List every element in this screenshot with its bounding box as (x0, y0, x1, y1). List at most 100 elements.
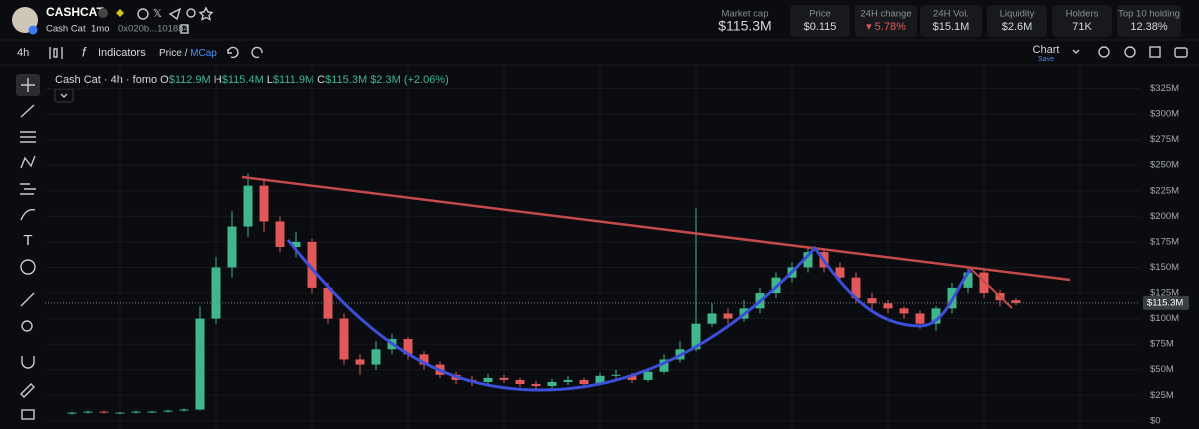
fib-tool[interactable] (20, 131, 36, 143)
text-tool[interactable]: T (23, 232, 32, 249)
lock-draw-tool[interactable] (20, 383, 35, 398)
star-icon[interactable] (198, 6, 214, 21)
crosshair-tool[interactable] (21, 78, 35, 92)
token-fullname: Cash Cat (46, 24, 86, 35)
candle-body (355, 359, 365, 365)
telegram-icon[interactable] (168, 7, 182, 21)
copy-icon[interactable] (180, 24, 189, 34)
dropdown[interactable] (1072, 49, 1080, 54)
candle-body (803, 252, 813, 268)
price-mcap[interactable]: Price / MCap (159, 48, 217, 59)
stat-label: 24H Vol. (933, 9, 969, 20)
candle-body (883, 303, 893, 309)
candle-body (131, 411, 141, 413)
zoom-tool[interactable] (21, 320, 33, 332)
y-tick-label: $250M (1150, 160, 1179, 171)
y-tick-label: $100M (1150, 313, 1179, 324)
legend-key: H (214, 74, 222, 86)
mcap[interactable]: MCap (190, 48, 217, 59)
tool-icon[interactable] (1098, 46, 1110, 58)
fx-icon[interactable]: f (82, 44, 87, 59)
indicators[interactable]: Indicators (98, 47, 146, 59)
legend-value: $115.4M (222, 74, 264, 86)
magnet-tool[interactable] (21, 356, 35, 369)
candle-body (371, 349, 381, 365)
lock-tool[interactable] (21, 409, 35, 420)
x-icon[interactable]: 𝕏 (153, 8, 162, 20)
candle-body (723, 313, 733, 319)
chart-button[interactable]: Chart (1033, 44, 1060, 56)
stat-box (790, 5, 850, 37)
stat-value: 71K (1072, 21, 1092, 33)
stat-box (920, 5, 982, 37)
redo[interactable] (251, 46, 263, 59)
camera-icon[interactable] (1174, 47, 1188, 58)
candle-body (707, 313, 717, 324)
y-tick-label: $175M (1150, 236, 1179, 247)
pattern-tool[interactable] (20, 155, 36, 169)
undo[interactable] (227, 46, 239, 59)
legend-value: $111.9M (273, 74, 314, 86)
separator: / (185, 48, 188, 59)
y-tick-label: $325M (1150, 83, 1179, 94)
candle-body (227, 226, 237, 268)
ruler-tool[interactable] (20, 292, 35, 307)
legend-key: L (267, 74, 273, 86)
stat-label: Liquidity (1000, 9, 1035, 20)
cup-curve[interactable] (286, 239, 972, 392)
interval[interactable]: 4h (17, 47, 29, 59)
candle-body (259, 185, 269, 222)
legend-change: $2.3M (+2.06%) (370, 74, 449, 86)
candle-body (963, 272, 973, 288)
token-address[interactable]: 0x020b...1018b4 (118, 24, 189, 35)
stat-box (987, 5, 1047, 37)
stat-value: $0.115 (804, 21, 837, 33)
candle-body (931, 308, 941, 324)
candle-body (163, 410, 173, 412)
legend: Cash Cat · 4h · fomo O$112.9M H$115.4M L… (55, 74, 449, 86)
y-tick-label: $150M (1150, 262, 1179, 273)
y-tick-label: $75M (1150, 339, 1174, 350)
candle-body (179, 409, 189, 411)
candle-body (851, 277, 861, 299)
candle-body (419, 354, 429, 365)
line-tool[interactable] (20, 104, 35, 118)
candle-body (579, 379, 589, 385)
collapse-arrow (60, 93, 68, 98)
stat-value: $115.3M (718, 18, 771, 34)
settings-icon[interactable] (1124, 46, 1136, 58)
trend-line[interactable] (969, 267, 1013, 309)
legend-value: $115.3M (325, 74, 367, 86)
candle-body (515, 379, 525, 385)
web-icon[interactable] (137, 8, 149, 20)
last-price-label: $115.3M (1147, 297, 1183, 308)
candle-body (899, 308, 909, 314)
token-name: CASHCAT (46, 5, 104, 19)
icon (116, 9, 124, 17)
y-tick-label: $0 (1150, 415, 1161, 426)
candle-icon[interactable] (49, 47, 63, 59)
candle-body (979, 272, 989, 294)
legend-title: Cash Cat · 4h · fomo (55, 74, 157, 86)
badge (28, 25, 38, 35)
brush-tool[interactable] (20, 209, 36, 221)
icon[interactable] (98, 8, 108, 18)
projection-tool[interactable] (20, 183, 36, 195)
candle-body (627, 374, 637, 380)
fullscreen-icon[interactable] (1149, 46, 1161, 58)
emoji-tool[interactable] (20, 259, 36, 275)
search-icon[interactable] (186, 8, 196, 18)
stat-box (1052, 5, 1112, 37)
trend-line[interactable] (241, 175, 1071, 282)
token-age: 1mo (91, 24, 109, 35)
stat-label: Top 10 holding (1118, 9, 1180, 20)
save[interactable]: Save (1038, 56, 1054, 63)
candle-body (915, 313, 925, 324)
price[interactable]: Price (159, 48, 182, 59)
candle-body (115, 412, 125, 414)
candle-body (99, 411, 109, 413)
stat-value: $15.1M (933, 21, 970, 33)
stat-label: Holders (1066, 9, 1099, 20)
y-tick-label: $225M (1150, 185, 1179, 196)
